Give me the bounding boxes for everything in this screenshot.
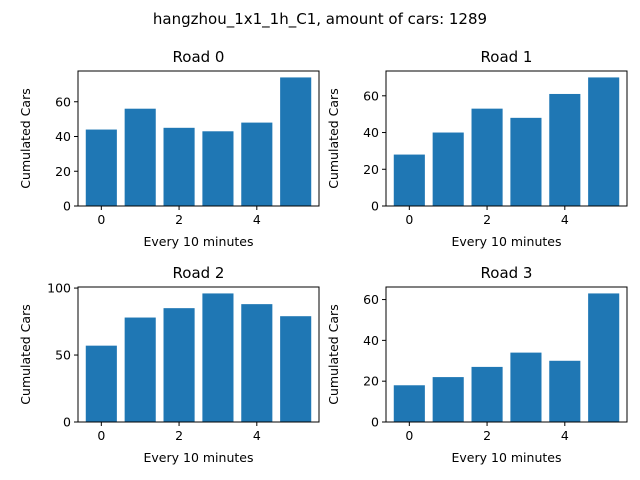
x-tick-label: 0	[405, 428, 413, 443]
y-axis-label: Cumulated Cars	[18, 304, 33, 404]
y-tick-label: 0	[63, 415, 71, 430]
axes-frame	[77, 286, 320, 423]
y-tick-label: 60	[363, 88, 379, 103]
y-tick-label: 20	[363, 162, 379, 177]
bar	[393, 385, 425, 422]
subplot-title: Road 3	[481, 264, 533, 282]
bar	[124, 317, 156, 422]
bar	[588, 293, 620, 422]
y-tick-label: 60	[363, 292, 379, 307]
x-tick-label: 2	[175, 212, 183, 227]
x-tick-label: 2	[483, 428, 491, 443]
bar	[163, 308, 195, 422]
axes-frame	[385, 286, 628, 423]
bar	[163, 127, 195, 206]
bar	[471, 366, 503, 422]
subplot-title: Road 0	[173, 48, 225, 66]
axes-frame	[77, 70, 320, 207]
bar	[124, 108, 156, 206]
bar	[549, 360, 581, 422]
x-tick-label: 4	[561, 212, 569, 227]
bar	[510, 352, 542, 422]
y-tick-label: 20	[55, 164, 71, 179]
x-tick-label: 0	[97, 212, 105, 227]
bar	[432, 132, 464, 206]
y-tick-label: 50	[55, 348, 71, 363]
bar	[510, 117, 542, 206]
figure-title: hangzhou_1x1_1h_C1, amount of cars: 1289	[153, 10, 487, 29]
bar	[471, 108, 503, 206]
y-tick-label: 40	[363, 125, 379, 140]
x-axis-label: Every 10 minutes	[452, 450, 562, 465]
x-tick-label: 2	[483, 212, 491, 227]
bar	[85, 129, 117, 206]
x-tick-label: 4	[253, 428, 261, 443]
y-axis-label: Cumulated Cars	[18, 88, 33, 188]
x-axis-label: Every 10 minutes	[144, 450, 254, 465]
x-axis-label: Every 10 minutes	[452, 234, 562, 249]
y-tick-label: 40	[363, 333, 379, 348]
x-tick-label: 0	[405, 212, 413, 227]
bar	[393, 154, 425, 206]
x-tick-label: 2	[175, 428, 183, 443]
y-tick-label: 0	[63, 199, 71, 214]
x-tick-label: 4	[561, 428, 569, 443]
y-axis-label: Cumulated Cars	[326, 304, 341, 404]
bar	[85, 345, 117, 422]
x-tick-label: 0	[97, 428, 105, 443]
subplot-road-2: 0 2 4 0 50 100 Road 2 Every 10 minutes Cumulated…	[18, 264, 320, 465]
bar	[202, 131, 234, 206]
y-tick-label: 0	[371, 415, 379, 430]
bar	[432, 377, 464, 422]
bar	[202, 293, 234, 422]
bar	[241, 122, 273, 206]
y-tick-label: 100	[47, 281, 71, 296]
x-axis-label: Every 10 minutes	[144, 234, 254, 249]
y-tick-label: 60	[55, 94, 71, 109]
y-axis-label: Cumulated Cars	[326, 88, 341, 188]
y-tick-label: 20	[363, 374, 379, 389]
bar	[280, 77, 312, 207]
bar	[588, 77, 620, 207]
bar	[280, 316, 312, 422]
axes-frame	[385, 70, 628, 207]
bar	[549, 93, 581, 206]
bar	[241, 304, 273, 422]
subplot-title: Road 2	[173, 264, 225, 282]
x-tick-label: 4	[253, 212, 261, 227]
y-tick-label: 40	[55, 129, 71, 144]
y-tick-label: 0	[371, 199, 379, 214]
subplot-title: Road 1	[481, 48, 533, 66]
